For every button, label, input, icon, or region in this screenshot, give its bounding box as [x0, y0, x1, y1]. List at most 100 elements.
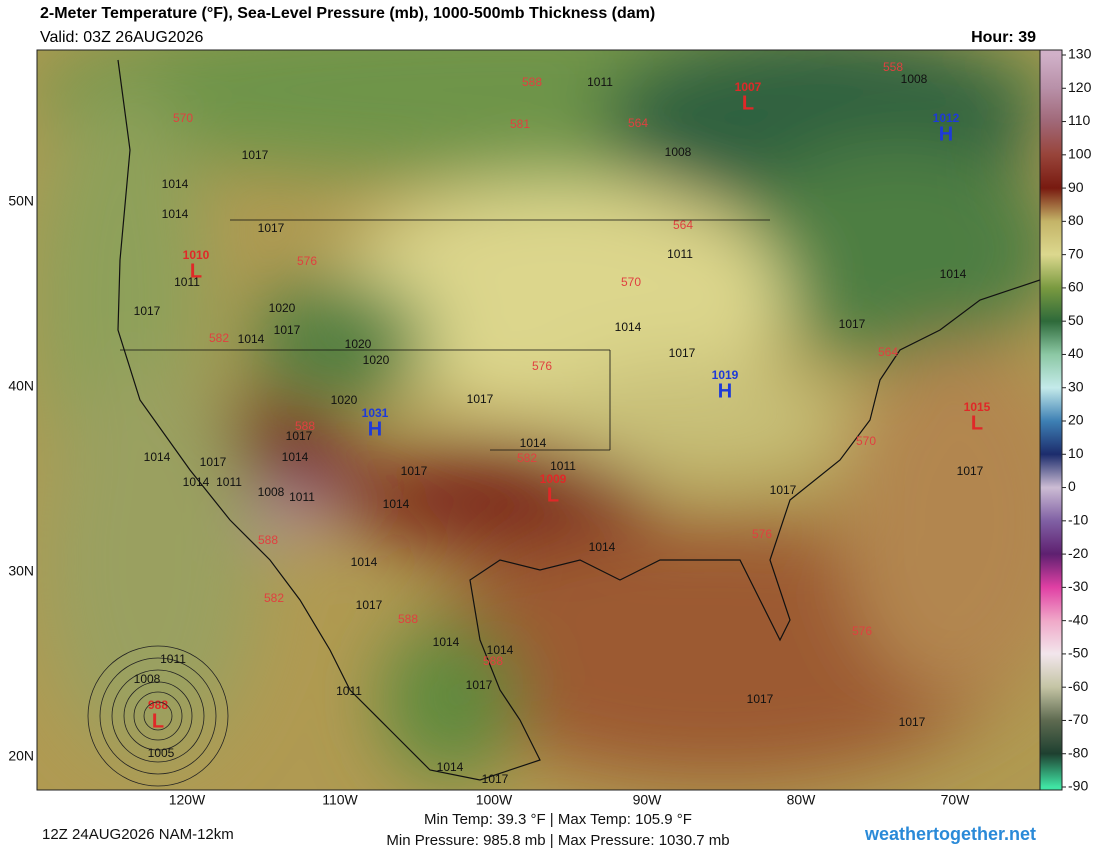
isobar-label: 1017: [286, 429, 313, 443]
isobar-label: 1014: [589, 540, 616, 554]
isobar-label: 1014: [162, 207, 189, 221]
isobar-label: 1011: [216, 475, 242, 489]
isobar-label: 1014: [433, 635, 460, 649]
isobar-label: 1017: [200, 455, 227, 469]
lon-label: 100W: [476, 792, 513, 808]
thickness-label: 588: [295, 419, 315, 433]
annotations: 1301201101009080706050403020100-10-20-30…: [8, 46, 1091, 808]
lat-label: 50N: [8, 193, 34, 209]
colorbar: [1039, 49, 1063, 791]
isobar-label: 1020: [363, 353, 390, 367]
thickness-label: 576: [297, 254, 317, 268]
center-symbol: H: [939, 123, 953, 145]
thickness-label: 570: [621, 275, 641, 289]
colorbar-label: -20: [1068, 545, 1088, 561]
isobar-label: 1017: [274, 323, 301, 337]
isobar-label: 1014: [162, 177, 189, 191]
forecast-hour: Hour: 39: [971, 29, 1036, 46]
lat-label: 20N: [8, 748, 34, 764]
colorbar-label: -40: [1068, 611, 1088, 627]
isobar-label: 1017: [839, 317, 866, 331]
center-value: 1009: [540, 472, 567, 486]
isobar-label: 1011: [289, 490, 315, 504]
isobar-label: 1011: [336, 684, 362, 698]
isobar-label: 1017: [957, 464, 984, 478]
isobar-label: 1014: [183, 475, 210, 489]
center-value: 1019: [712, 368, 739, 382]
lon-label: 80W: [787, 792, 817, 808]
isobar-label: 1014: [940, 267, 967, 281]
isobar-label: 1011: [160, 652, 186, 666]
colorbar-label: 40: [1068, 345, 1084, 361]
contour-labels: 1007L1012H1010L1031H1019H1015L1009L988L1…: [87, 60, 991, 787]
thickness-label: 588: [483, 654, 503, 668]
isobar-label: 1014: [238, 332, 265, 346]
colorbar-label: 10: [1068, 445, 1084, 461]
colorbar-label: 0: [1068, 478, 1076, 494]
center-value: 1007: [735, 80, 762, 94]
isobar-ring: [123, 681, 193, 751]
temperature-field: [37, 50, 1040, 780]
isobar-ring: [111, 669, 205, 763]
isobar-label: 1017: [770, 483, 797, 497]
isobar-label: 1014: [520, 436, 547, 450]
thickness-label: 576: [752, 527, 772, 541]
isobar-label: 1020: [345, 337, 372, 351]
thickness-label: 588: [398, 612, 418, 626]
site[interactable]: weathertogether.net: [864, 824, 1036, 844]
pressure-range: Min Pressure: 985.8 mb | Max Pressure: 1…: [386, 832, 729, 849]
isobar-label: 1017: [899, 715, 926, 729]
center-symbol: L: [152, 710, 164, 732]
center-symbol: L: [742, 92, 754, 114]
colorbar-label: -70: [1068, 711, 1088, 727]
isobar-label: 1017: [482, 772, 509, 786]
isobar-label: 1014: [144, 450, 171, 464]
colorbar-label: -60: [1068, 678, 1088, 694]
isobar-label: 1011: [667, 247, 693, 261]
center-symbol: L: [971, 412, 983, 434]
isobar-label: 1014: [487, 643, 514, 657]
valid-time: Valid: 03Z 26AUG2026: [40, 29, 203, 46]
thickness-label: 582: [209, 331, 229, 345]
isobar-label: 1017: [466, 678, 493, 692]
colorbar-label: -80: [1068, 744, 1088, 760]
center-symbol: L: [190, 260, 202, 282]
center-value: 1010: [183, 248, 210, 262]
colorbar-label: 110: [1068, 112, 1091, 128]
thickness-label: 570: [856, 434, 876, 448]
isobar-ring: [143, 701, 173, 731]
thickness-label: 576: [852, 624, 872, 638]
thickness-label: 581: [510, 117, 530, 131]
isobar-label: 1014: [437, 760, 464, 774]
thickness-label: 588: [522, 75, 542, 89]
thickness-label: 564: [673, 218, 693, 232]
isobar-label: 1017: [401, 464, 428, 478]
colorbar-label: 70: [1068, 245, 1084, 261]
center-value: 988: [148, 698, 168, 712]
isobar-label: 1017: [258, 221, 285, 235]
colorbar-label: -90: [1068, 778, 1088, 794]
map: 1007L1012H1010L1031H1019H1015L1009L988L1…: [37, 50, 1040, 790]
center-symbol: H: [718, 380, 732, 402]
isobar-label: 1014: [282, 450, 309, 464]
colorbar-label: 90: [1068, 179, 1084, 195]
thickness-label: 564: [628, 116, 648, 130]
isobar-label: 1017: [356, 598, 383, 612]
thickness-label: 558: [883, 60, 903, 74]
colorbar-label: 20: [1068, 412, 1084, 428]
lon-label: 90W: [633, 792, 663, 808]
lat-label: 40N: [8, 378, 34, 394]
borders: [120, 219, 770, 451]
lon-label: 120W: [169, 792, 206, 808]
center-value: 1031: [362, 406, 389, 420]
thickness-label: 564: [878, 345, 898, 359]
isobar-label: 1005: [148, 746, 175, 760]
isobar-label: 1014: [351, 555, 378, 569]
lon-label: 110W: [322, 792, 358, 808]
isobar-label: 1017: [669, 346, 696, 360]
isobar-label: 1008: [258, 485, 285, 499]
isobar-label: 1020: [331, 393, 358, 407]
colorbar-label: 30: [1068, 378, 1084, 394]
colorbar-label: 100: [1068, 146, 1092, 162]
